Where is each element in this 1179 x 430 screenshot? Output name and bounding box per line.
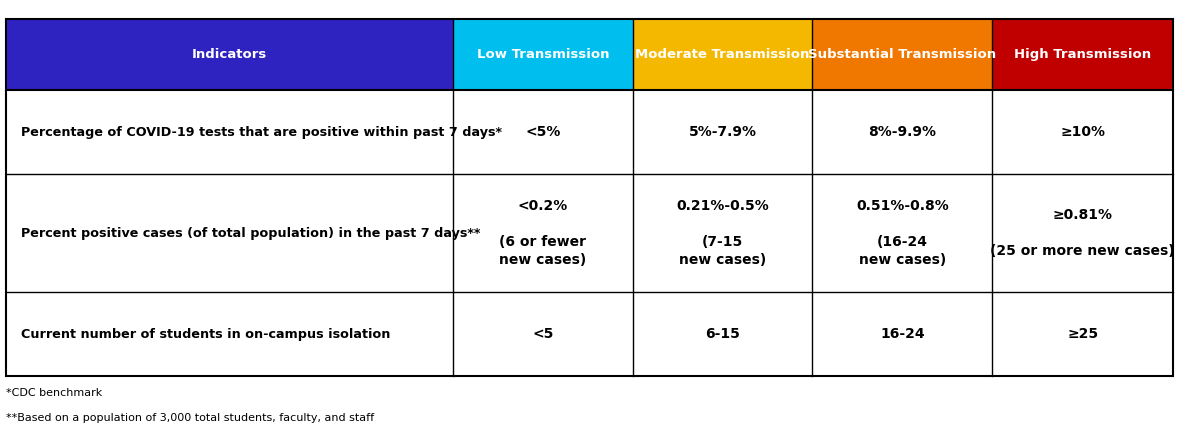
Bar: [6, 174, 453, 292]
Text: 0.21%-0.5%

(7-15
new cases): 0.21%-0.5% (7-15 new cases): [677, 200, 769, 267]
Text: <0.2%

(6 or fewer
new cases): <0.2% (6 or fewer new cases): [499, 200, 586, 267]
Bar: [6, 90, 453, 174]
Text: Current number of students in on-campus isolation: Current number of students in on-campus …: [21, 328, 390, 341]
Bar: [6, 19, 1173, 376]
Text: ≥25: ≥25: [1067, 327, 1098, 341]
Bar: [633, 174, 812, 292]
Text: 16-24: 16-24: [880, 327, 924, 341]
Text: Percent positive cases (of total population) in the past 7 days**: Percent positive cases (of total populat…: [21, 227, 481, 240]
Bar: [6, 19, 453, 90]
Bar: [993, 90, 1173, 174]
Text: 0.51%-0.8%

(16-24
new cases): 0.51%-0.8% (16-24 new cases): [856, 200, 949, 267]
Bar: [633, 90, 812, 174]
Bar: [812, 90, 993, 174]
Text: ≥10%: ≥10%: [1060, 125, 1105, 139]
Bar: [812, 174, 993, 292]
Bar: [453, 90, 633, 174]
Text: <5: <5: [532, 327, 553, 341]
Text: 5%-7.9%: 5%-7.9%: [689, 125, 757, 139]
Text: 6-15: 6-15: [705, 327, 740, 341]
Text: Indicators: Indicators: [192, 48, 266, 61]
Text: Low Transmission: Low Transmission: [476, 48, 610, 61]
Bar: [812, 292, 993, 376]
Text: Percentage of COVID-19 tests that are positive within past 7 days*: Percentage of COVID-19 tests that are po…: [21, 126, 502, 139]
Text: Substantial Transmission: Substantial Transmission: [809, 48, 996, 61]
Text: *CDC benchmark: *CDC benchmark: [6, 388, 103, 398]
Bar: [633, 292, 812, 376]
Text: 8%-9.9%: 8%-9.9%: [868, 125, 936, 139]
Bar: [633, 19, 812, 90]
Bar: [453, 19, 633, 90]
Text: Moderate Transmission: Moderate Transmission: [635, 48, 810, 61]
Text: High Transmission: High Transmission: [1014, 48, 1151, 61]
Bar: [993, 19, 1173, 90]
Text: <5%: <5%: [525, 125, 560, 139]
Text: ≥0.81%

(25 or more new cases): ≥0.81% (25 or more new cases): [990, 209, 1175, 258]
Text: **Based on a population of 3,000 total students, faculty, and staff: **Based on a population of 3,000 total s…: [6, 413, 374, 423]
Bar: [453, 174, 633, 292]
Bar: [812, 19, 993, 90]
Bar: [6, 292, 453, 376]
Bar: [453, 292, 633, 376]
Bar: [993, 174, 1173, 292]
Bar: [993, 292, 1173, 376]
